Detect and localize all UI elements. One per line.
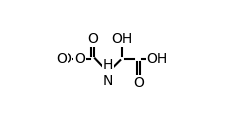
Text: O: O bbox=[133, 76, 143, 90]
Text: O: O bbox=[87, 32, 98, 46]
Text: OH: OH bbox=[146, 52, 167, 66]
Text: O: O bbox=[56, 52, 67, 66]
Text: H
N: H N bbox=[102, 58, 113, 88]
Text: O: O bbox=[60, 52, 71, 66]
Text: O: O bbox=[74, 52, 85, 66]
Text: OH: OH bbox=[111, 32, 132, 46]
